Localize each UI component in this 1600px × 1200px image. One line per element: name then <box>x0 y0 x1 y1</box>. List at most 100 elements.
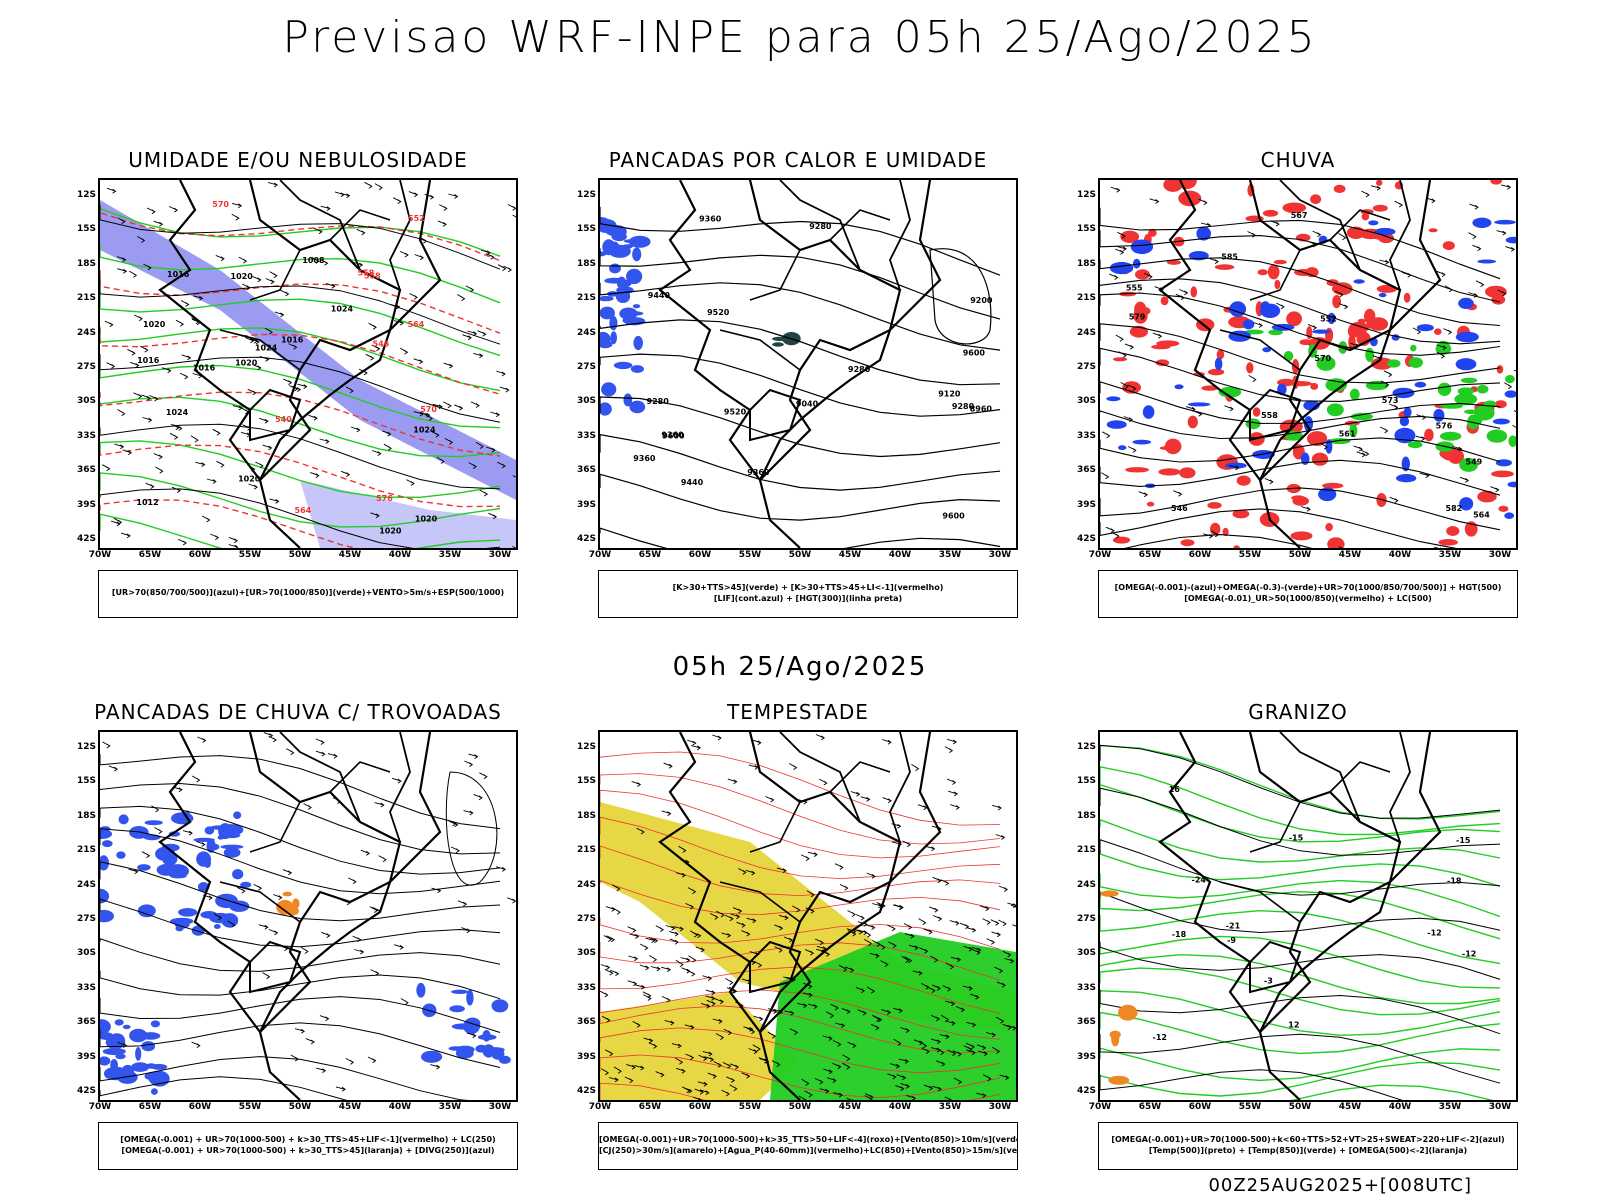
precip-area-blue <box>1229 301 1247 317</box>
precip-area-blue <box>1225 462 1247 469</box>
precip-area-red <box>1310 194 1322 205</box>
streamline-250 <box>100 754 501 830</box>
wind-vector <box>437 220 447 227</box>
streamline-arrow <box>1115 248 1125 255</box>
humidity-contour-green <box>100 243 501 304</box>
latitude-label: 36S <box>1076 1017 1096 1028</box>
lif-contour-blue <box>632 304 641 309</box>
precip-area-blue <box>1505 236 1516 244</box>
wind-vector <box>264 327 273 335</box>
contour-label: 1016 <box>193 364 216 373</box>
wind-vector <box>632 1021 641 1028</box>
wind-vector <box>684 1024 695 1030</box>
precip-area-blue <box>1318 487 1337 502</box>
wind-vector <box>687 887 697 895</box>
wind-vector <box>171 486 181 493</box>
wind-vector <box>610 969 620 977</box>
wind-vector <box>705 989 716 996</box>
hgt500-contour <box>1100 437 1501 463</box>
uruguay-border <box>749 388 802 442</box>
wind-vector <box>994 966 1004 974</box>
wind-vector <box>715 1033 725 1040</box>
longitude-label: 55W <box>738 550 762 560</box>
lif-contour-blue <box>600 219 617 233</box>
wind-vector <box>675 1057 684 1065</box>
divergence-area-blue <box>110 1059 118 1071</box>
wind-vector <box>479 489 489 497</box>
temp850-contour-green <box>1100 935 1501 989</box>
precip-area-blue <box>1378 292 1387 298</box>
lif-contour-blue <box>623 393 633 407</box>
wind-vector <box>697 1081 708 1087</box>
wind-vector <box>966 927 977 933</box>
streamline-arrow <box>213 913 223 921</box>
longitude-axis: 70W 65W 60W 55W 50W 45W 40W 35W 30W <box>1089 1102 1518 1114</box>
wind-vector <box>643 1037 654 1044</box>
lif-contour-blue <box>630 365 644 373</box>
streamline-arrow <box>1248 375 1257 382</box>
precip-area-green <box>1387 359 1401 368</box>
wind-vector <box>600 990 609 998</box>
wind-vector <box>776 867 787 873</box>
precip-area-red <box>1112 536 1131 544</box>
wind-vector <box>334 191 345 198</box>
wind-vector <box>712 734 722 741</box>
precip-area-blue <box>1494 219 1516 225</box>
wind-vector <box>940 879 950 886</box>
streamline-250 <box>100 1056 469 1100</box>
contour-label: 582 <box>1446 504 1463 513</box>
map-canvas <box>100 732 516 1100</box>
wind-vector <box>655 1071 665 1078</box>
longitude-label: 55W <box>738 1102 762 1112</box>
divergence-area-blue <box>137 904 156 918</box>
divergence-area-blue <box>491 1047 505 1060</box>
streamline-arrow <box>1115 334 1124 342</box>
divergence-area-blue <box>100 1019 111 1035</box>
wind-vector <box>990 919 1000 926</box>
panel-title: TEMPESTADE <box>727 700 869 724</box>
wind-vector <box>142 417 153 423</box>
streamline-arrow <box>1513 410 1516 413</box>
precip-area-blue <box>1477 259 1497 264</box>
latitude-label: 27S <box>76 362 96 372</box>
longitude-label: 65W <box>638 1102 662 1112</box>
wind-vector <box>259 417 269 424</box>
streamline-arrow <box>1276 302 1285 310</box>
divergence-area-blue <box>213 924 221 929</box>
contour-label: -12 <box>1427 929 1441 938</box>
wind-vector <box>649 955 658 963</box>
streamline-250 <box>100 996 501 1033</box>
contour-label: 1020 <box>231 272 254 281</box>
streamline-arrow <box>258 924 269 930</box>
streamline-arrow <box>182 830 193 836</box>
wind-vector <box>833 1092 844 1098</box>
wind-vector <box>741 930 751 937</box>
streamline-arrow <box>1116 246 1127 252</box>
wind-vector <box>978 1050 989 1057</box>
streamline-arrow <box>1361 190 1370 198</box>
precip-area-blue <box>1504 390 1516 398</box>
hgt300-contour <box>600 396 1001 458</box>
coastline <box>1389 732 1442 883</box>
latitude-label: 21S <box>576 293 596 304</box>
latitude-label: 30S <box>576 948 596 959</box>
pressure-contour <box>100 488 501 548</box>
streamline-arrow <box>1179 289 1189 296</box>
precip-area-blue <box>1399 416 1410 427</box>
wind-vector <box>806 890 815 898</box>
wind-vector <box>971 948 981 955</box>
omega-area-orange <box>1100 890 1119 897</box>
wind-vector <box>409 293 418 300</box>
wind-vector <box>280 289 290 297</box>
streamline-arrow <box>1253 322 1263 328</box>
longitude-axis: 70W 65W 60W 55W 50W 45W 40W 35W 30W <box>89 1102 518 1114</box>
state-border <box>219 209 391 371</box>
wind-vector <box>605 1049 614 1057</box>
wind-vector <box>986 938 996 945</box>
temp850-contour-green <box>1100 744 1501 820</box>
wind-vector <box>374 183 383 191</box>
wind-vector <box>110 520 121 527</box>
wind-vector <box>730 913 741 920</box>
longitude-axis: 70W 65W 60W 55W 50W 45W 40W 35W 30W <box>589 1102 1018 1114</box>
wind-vector <box>702 975 713 981</box>
